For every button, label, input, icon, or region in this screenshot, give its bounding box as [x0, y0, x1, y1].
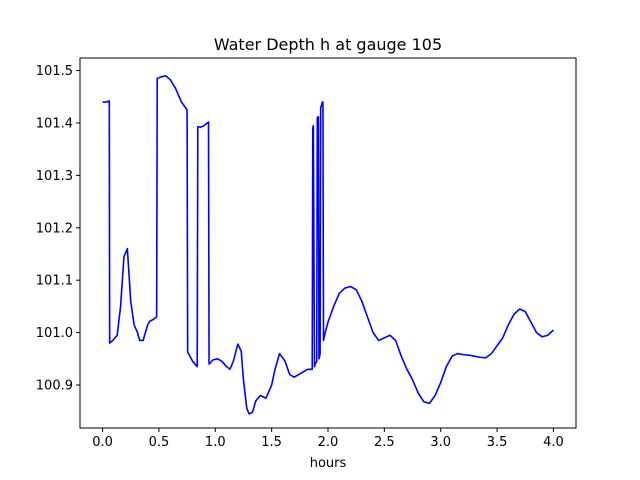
x-tick-label: 3.5	[487, 435, 508, 450]
x-tick-label: 0.0	[92, 435, 113, 450]
y-tick-label: 101.0	[36, 326, 73, 341]
x-tick-label: 2.0	[318, 435, 339, 450]
y-tick-label: 101.1	[36, 274, 73, 289]
x-tick-label: 2.5	[374, 435, 395, 450]
y-tick-label: 101.4	[36, 116, 73, 131]
x-tick-label: 4.0	[543, 435, 564, 450]
x-tick-label: 0.5	[149, 435, 170, 450]
x-axis: 0.0 0.5 1.0 1.5 2.0 2.5 3.0 3.5 4.0	[92, 428, 564, 450]
series-line-1	[102, 75, 554, 415]
x-axis-label: hours	[310, 456, 347, 471]
y-tick-label: 100.9	[36, 379, 73, 394]
chart-title: Water Depth h at gauge 105	[214, 35, 442, 54]
x-tick-label: 1.0	[205, 435, 226, 450]
y-tick-label: 101.5	[36, 64, 73, 79]
series-layer	[102, 75, 554, 415]
y-tick-label: 101.2	[36, 221, 73, 236]
x-tick-label: 3.0	[430, 435, 451, 450]
x-tick-label: 1.5	[261, 435, 282, 450]
y-axis: 100.9 101.0 101.1 101.2 101.3 101.4 101.5	[36, 64, 80, 394]
y-tick-label: 101.3	[36, 169, 73, 184]
